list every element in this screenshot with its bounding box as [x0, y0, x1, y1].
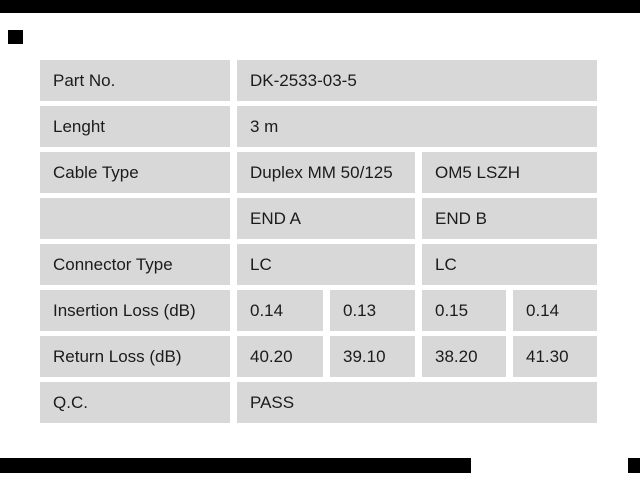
bottom-border-bar — [0, 458, 471, 473]
connector-type-label: Connector Type — [40, 244, 230, 285]
table-row-ends: END A END B — [40, 198, 597, 239]
table-row-qc: Q.C. PASS — [40, 382, 597, 423]
specification-table: Part No. DK-2533-03-5 Lenght 3 m Cable T… — [40, 60, 597, 423]
insertion-loss-b1: 0.15 — [422, 290, 506, 331]
return-loss-b1: 38.20 — [422, 336, 506, 377]
length-value: 3 m — [237, 106, 597, 147]
insertion-loss-a1: 0.14 — [237, 290, 323, 331]
ends-empty-label — [40, 198, 230, 239]
top-left-mark — [8, 30, 23, 44]
table-row-part-no: Part No. DK-2533-03-5 — [40, 60, 597, 101]
end-a-header: END A — [237, 198, 415, 239]
connector-type-end-a: LC — [237, 244, 415, 285]
qc-label: Q.C. — [40, 382, 230, 423]
return-loss-a2: 39.10 — [330, 336, 415, 377]
bottom-right-mark — [628, 458, 640, 473]
part-no-value: DK-2533-03-5 — [237, 60, 597, 101]
return-loss-b2: 41.30 — [513, 336, 597, 377]
insertion-loss-label: Insertion Loss (dB) — [40, 290, 230, 331]
length-label: Lenght — [40, 106, 230, 147]
table-row-return-loss: Return Loss (dB) 40.20 39.10 38.20 41.30 — [40, 336, 597, 377]
return-loss-label: Return Loss (dB) — [40, 336, 230, 377]
cable-type-value-b: OM5 LSZH — [422, 152, 597, 193]
insertion-loss-a2: 0.13 — [330, 290, 415, 331]
table-row-cable-type: Cable Type Duplex MM 50/125 OM5 LSZH — [40, 152, 597, 193]
cable-type-value-a: Duplex MM 50/125 — [237, 152, 415, 193]
connector-type-end-b: LC — [422, 244, 597, 285]
return-loss-a1: 40.20 — [237, 336, 323, 377]
insertion-loss-b2: 0.14 — [513, 290, 597, 331]
cable-type-label: Cable Type — [40, 152, 230, 193]
table-row-insertion-loss: Insertion Loss (dB) 0.14 0.13 0.15 0.14 — [40, 290, 597, 331]
end-b-header: END B — [422, 198, 597, 239]
top-border-bar — [0, 0, 640, 13]
qc-result: PASS — [237, 382, 597, 423]
table-row-length: Lenght 3 m — [40, 106, 597, 147]
part-no-label: Part No. — [40, 60, 230, 101]
table-row-connector-type: Connector Type LC LC — [40, 244, 597, 285]
